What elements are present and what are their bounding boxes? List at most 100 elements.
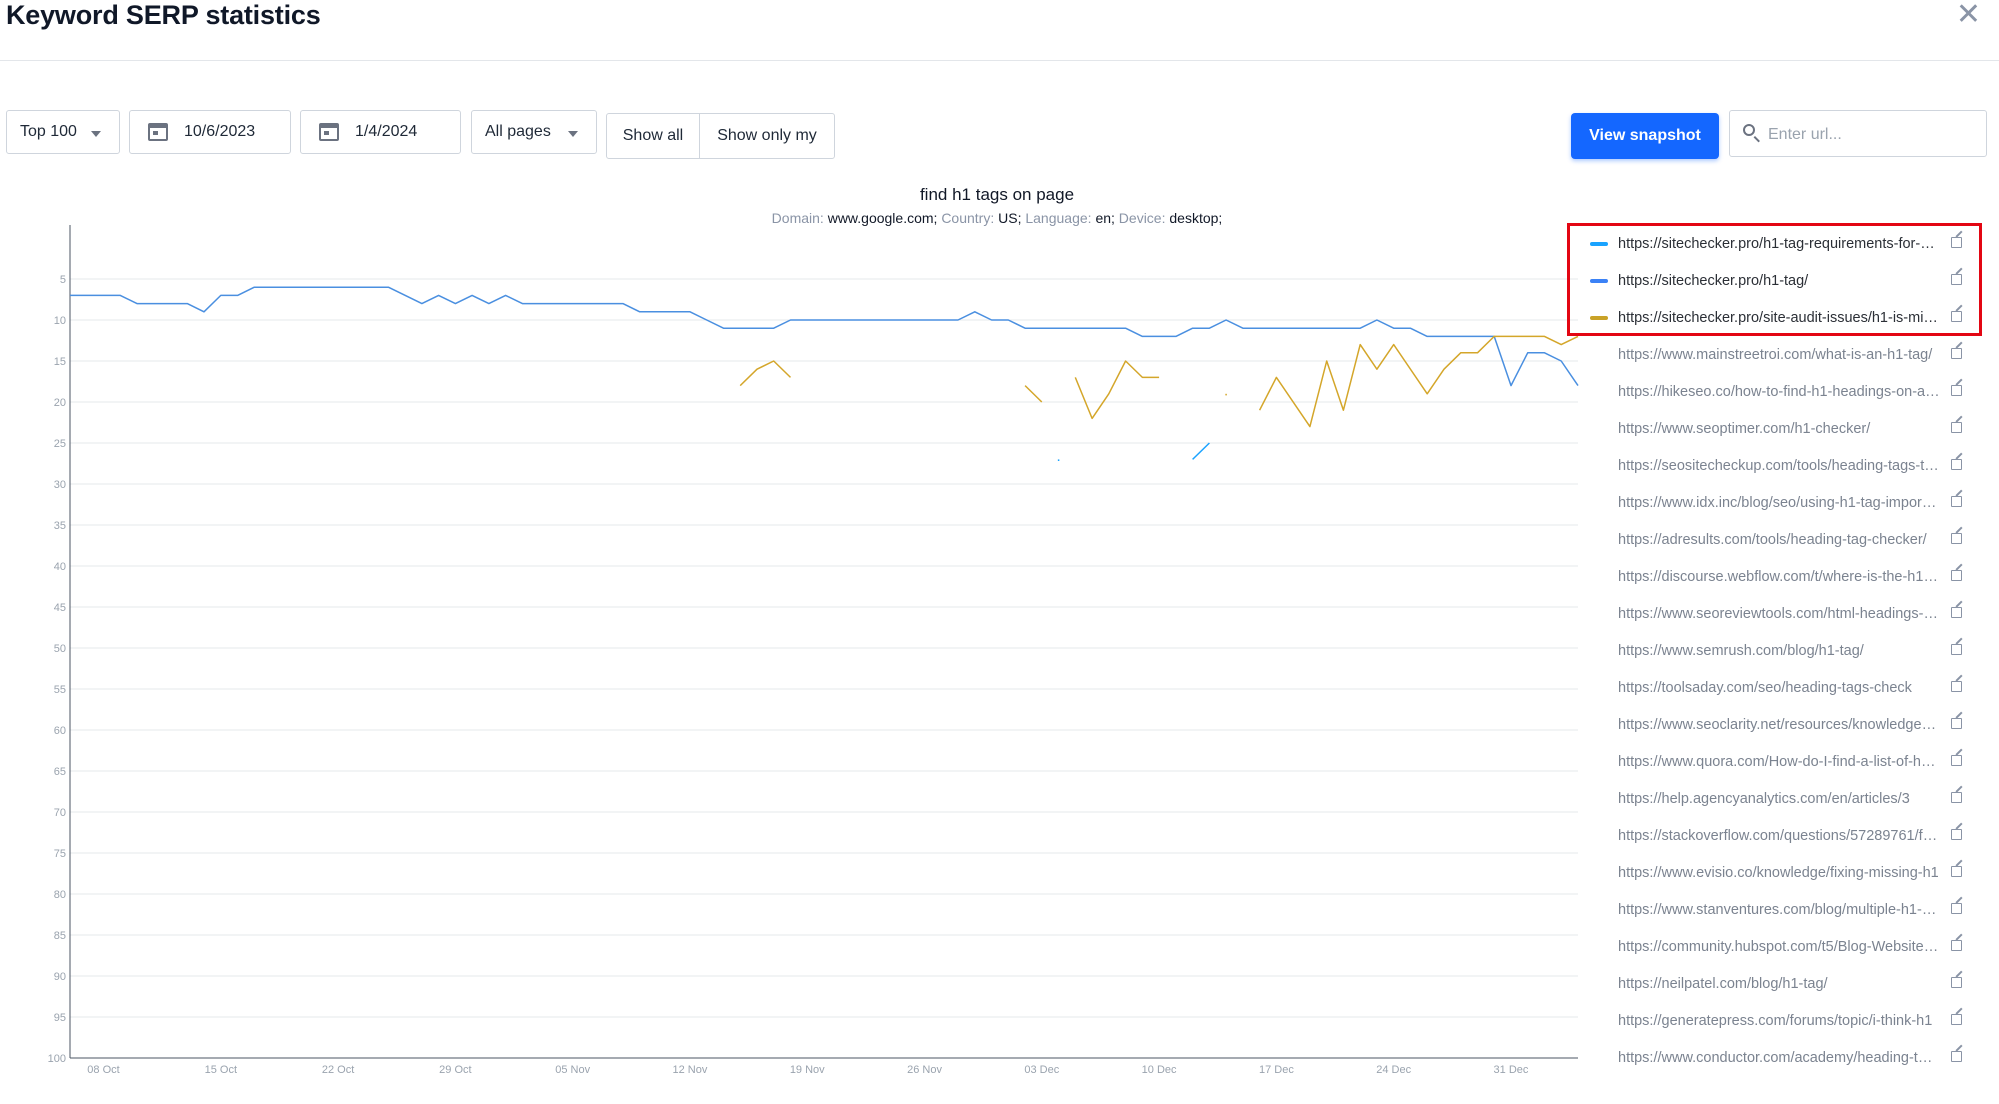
external-link-icon[interactable] — [1951, 792, 1962, 803]
legend-url: https://sitechecker.pro/site-audit-issue… — [1618, 309, 1940, 326]
legend-item[interactable]: https://generatepress.com/forums/topic/i… — [1590, 1002, 1970, 1039]
legend-swatch — [1590, 464, 1608, 468]
external-link-icon[interactable] — [1951, 311, 1962, 322]
external-link-icon[interactable] — [1951, 607, 1962, 618]
legend-item[interactable]: https://neilpatel.com/blog/h1-tag/ — [1590, 965, 1970, 1002]
legend-swatch — [1590, 278, 1608, 283]
chevron-down-icon — [568, 131, 578, 137]
legend-item[interactable]: https://www.quora.com/How-do-I-find-a-li… — [1590, 743, 1970, 780]
legend-item[interactable]: https://www.evisio.co/knowledge/fixing-m… — [1590, 854, 1970, 891]
legend-item[interactable]: https://www.conductor.com/academy/headin… — [1590, 1039, 1970, 1076]
view-snapshot-button[interactable]: View snapshot — [1571, 113, 1719, 159]
y-tick-label: 10 — [54, 315, 66, 327]
y-tick-label: 45 — [54, 602, 66, 614]
legend-url: https://discourse.webflow.com/t/where-is… — [1618, 568, 1940, 585]
show-only-my-button[interactable]: Show only my — [717, 127, 817, 144]
external-link-icon[interactable] — [1951, 496, 1962, 507]
url-search-input[interactable] — [1766, 111, 1980, 158]
legend-url: https://stackoverflow.com/questions/5728… — [1618, 827, 1940, 844]
legend-swatch — [1590, 501, 1608, 505]
legend-item[interactable]: https://www.idx.inc/blog/seo/using-h1-ta… — [1590, 484, 1970, 521]
legend-url: https://sitechecker.pro/h1-tag/ — [1618, 272, 1809, 289]
series-line — [70, 286, 1579, 387]
external-link-icon[interactable] — [1951, 977, 1962, 988]
external-link-icon[interactable] — [1951, 681, 1962, 692]
legend-swatch — [1590, 1019, 1608, 1023]
y-tick-label: 100 — [48, 1053, 66, 1065]
legend-url: https://www.quora.com/How-do-I-find-a-li… — [1618, 753, 1940, 770]
date-from-field[interactable]: 10/6/2023 — [129, 110, 291, 154]
domain-label: Domain: — [771, 210, 824, 226]
external-link-icon[interactable] — [1951, 348, 1962, 359]
search-icon — [1743, 124, 1755, 136]
date-to-field[interactable]: 1/4/2024 — [300, 110, 461, 154]
external-link-icon[interactable] — [1951, 533, 1962, 544]
legend-item[interactable]: https://sitechecker.pro/h1-tag/ — [1590, 262, 1970, 299]
date-from-value: 10/6/2023 — [184, 123, 256, 140]
x-tick-label: 15 Oct — [205, 1064, 237, 1076]
legend-url: https://www.seoreviewtools.com/html-head… — [1618, 605, 1940, 622]
x-tick-label: 10 Dec — [1142, 1064, 1177, 1076]
legend-swatch — [1590, 390, 1608, 394]
y-tick-label: 20 — [54, 397, 66, 409]
y-tick-label: 30 — [54, 479, 66, 491]
legend-item[interactable]: https://toolsaday.com/seo/heading-tags-c… — [1590, 669, 1970, 706]
chart-subtitle: Domain: www.google.com; Country: US; Lan… — [0, 210, 1994, 226]
legend-item[interactable]: https://sitechecker.pro/h1-tag-requireme… — [1590, 225, 1970, 262]
external-link-icon[interactable] — [1951, 459, 1962, 470]
x-tick-label: 31 Dec — [1494, 1064, 1529, 1076]
external-link-icon[interactable] — [1951, 903, 1962, 914]
show-filter-toggle: Show all Show only my — [606, 113, 835, 159]
y-tick-label: 55 — [54, 684, 66, 696]
series-line — [1074, 360, 1160, 420]
external-link-icon[interactable] — [1951, 237, 1962, 248]
calendar-icon — [148, 123, 168, 141]
dialog-title: Keyword SERP statistics — [6, 0, 321, 30]
y-tick-label: 85 — [54, 930, 66, 942]
external-link-icon[interactable] — [1951, 422, 1962, 433]
y-tick-label: 70 — [54, 807, 66, 819]
series-line — [739, 360, 792, 387]
legend-item[interactable]: https://discourse.webflow.com/t/where-is… — [1590, 558, 1970, 595]
external-link-icon[interactable] — [1951, 274, 1962, 285]
external-link-icon[interactable] — [1951, 829, 1962, 840]
date-to-value: 1/4/2024 — [355, 123, 418, 140]
y-tick-label: 65 — [54, 766, 66, 778]
legend-item[interactable]: https://adresults.com/tools/heading-tag-… — [1590, 521, 1970, 558]
url-legend: https://sitechecker.pro/h1-tag-requireme… — [1590, 225, 1970, 1076]
external-link-icon[interactable] — [1951, 718, 1962, 729]
x-tick-label: 03 Dec — [1024, 1064, 1059, 1076]
top-results-select[interactable]: Top 100 — [6, 110, 120, 154]
legend-url: https://www.seoclarity.net/resources/kno… — [1618, 716, 1940, 733]
pages-select[interactable]: All pages — [471, 110, 597, 154]
legend-item[interactable]: https://seositecheckup.com/tools/heading… — [1590, 447, 1970, 484]
legend-item[interactable]: https://stackoverflow.com/questions/5728… — [1590, 817, 1970, 854]
close-icon[interactable]: ✕ — [1955, 0, 1981, 31]
legend-item[interactable]: https://www.stanventures.com/blog/multip… — [1590, 891, 1970, 928]
legend-swatch — [1590, 612, 1608, 616]
show-all-button[interactable]: Show all — [607, 114, 700, 158]
legend-item[interactable]: https://sitechecker.pro/site-audit-issue… — [1590, 299, 1970, 336]
external-link-icon[interactable] — [1951, 385, 1962, 396]
legend-swatch — [1590, 908, 1608, 912]
legend-item[interactable]: https://hikeseo.co/how-to-find-h1-headin… — [1590, 373, 1970, 410]
legend-item[interactable]: https://www.seoclarity.net/resources/kno… — [1590, 706, 1970, 743]
external-link-icon[interactable] — [1951, 1051, 1962, 1062]
legend-item[interactable]: https://www.semrush.com/blog/h1-tag/ — [1590, 632, 1970, 669]
external-link-icon[interactable] — [1951, 755, 1962, 766]
country-label: Country: — [941, 210, 995, 226]
external-link-icon[interactable] — [1951, 940, 1962, 951]
external-link-icon[interactable] — [1951, 644, 1962, 655]
external-link-icon[interactable] — [1951, 866, 1962, 877]
legend-item[interactable]: https://www.mainstreetroi.com/what-is-an… — [1590, 336, 1970, 373]
external-link-icon[interactable] — [1951, 1014, 1962, 1025]
legend-item[interactable]: https://www.seoptimer.com/h1-checker/ — [1590, 410, 1970, 447]
legend-swatch — [1590, 538, 1608, 542]
legend-item[interactable]: https://community.hubspot.com/t5/Blog-We… — [1590, 928, 1970, 965]
legend-url: https://hikeseo.co/how-to-find-h1-headin… — [1618, 383, 1940, 400]
url-search-field[interactable] — [1729, 110, 1987, 158]
domain-value: www.google.com; — [827, 210, 938, 226]
external-link-icon[interactable] — [1951, 570, 1962, 581]
legend-item[interactable]: https://help.agencyanalytics.com/en/arti… — [1590, 780, 1970, 817]
legend-item[interactable]: https://www.seoreviewtools.com/html-head… — [1590, 595, 1970, 632]
